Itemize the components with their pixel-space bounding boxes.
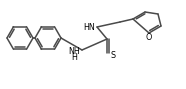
Text: NH: NH bbox=[68, 46, 80, 56]
Text: O: O bbox=[146, 32, 152, 41]
Text: S: S bbox=[110, 50, 116, 60]
Text: H: H bbox=[71, 53, 77, 62]
Text: HN: HN bbox=[83, 23, 95, 32]
